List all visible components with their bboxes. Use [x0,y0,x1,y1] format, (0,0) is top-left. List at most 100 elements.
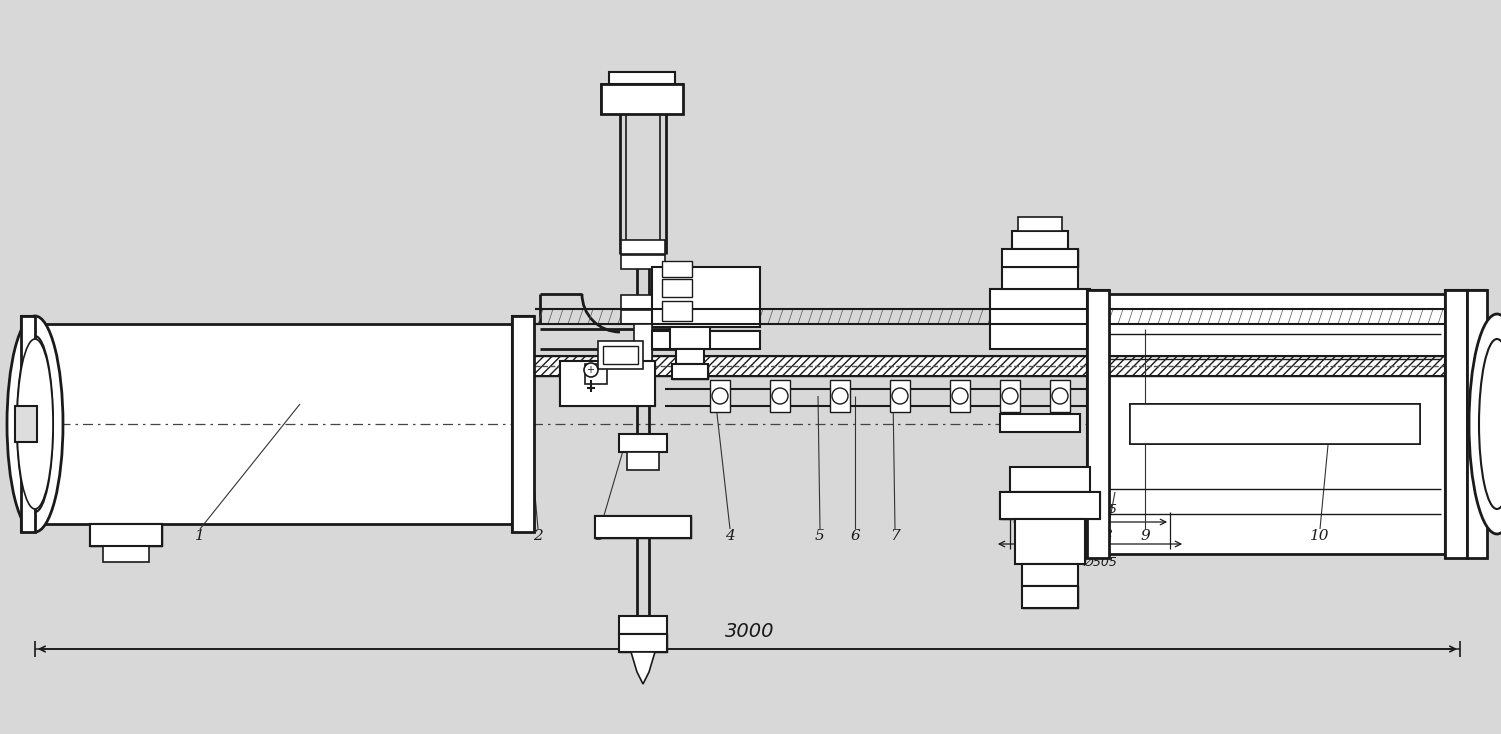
Bar [710,380,729,412]
Bar [950,380,970,412]
Bar [770,380,790,412]
Ellipse shape [1052,388,1069,404]
Bar [1466,290,1487,558]
Bar [1000,380,1021,412]
Ellipse shape [584,363,597,377]
Text: 8: 8 [1103,529,1112,543]
Bar [35,324,530,524]
Bar [21,316,35,532]
Bar [1022,564,1078,586]
Bar [603,346,638,364]
Bar [21,316,35,532]
Text: +: + [585,365,594,375]
Bar [597,341,642,369]
Bar [1445,290,1466,558]
Bar [633,324,651,404]
Bar [627,452,659,470]
Bar [669,327,710,349]
Bar [618,634,666,652]
Text: 10: 10 [1310,529,1330,543]
Bar [594,516,690,538]
Bar [618,434,666,452]
Text: 9: 9 [1141,529,1150,543]
Bar [609,72,675,84]
Text: 2: 2 [533,529,543,543]
Bar [1018,217,1063,231]
Text: 5: 5 [815,529,826,543]
Ellipse shape [17,339,53,509]
Bar [1022,586,1078,608]
Bar [890,380,910,412]
Bar [1445,290,1466,558]
Bar [104,546,149,562]
Ellipse shape [892,388,908,404]
Text: Ø505: Ø505 [1084,556,1117,569]
Bar [90,524,162,546]
Text: 7: 7 [890,529,901,543]
Ellipse shape [772,388,788,404]
Text: 4: 4 [725,529,735,543]
Bar [1003,267,1078,289]
Bar [585,364,606,384]
Bar [618,616,666,634]
Bar [1087,290,1109,558]
Bar [662,301,692,321]
Text: Ø475: Ø475 [1084,503,1117,516]
Bar [675,349,704,364]
Bar [560,361,654,406]
Bar [560,361,654,406]
Bar [1000,492,1100,519]
Bar [1105,294,1445,554]
Bar [600,84,683,114]
Bar [672,364,708,379]
Bar [1015,519,1085,564]
Bar [1000,492,1100,519]
Bar [618,634,666,652]
Bar [1003,249,1078,267]
Bar [1051,380,1070,412]
Bar [15,406,38,442]
Bar [651,331,760,349]
Bar [1010,467,1090,492]
Bar [991,289,1090,349]
Polygon shape [630,652,654,684]
Ellipse shape [8,316,63,532]
Ellipse shape [711,388,728,404]
Bar [90,524,162,546]
Bar [1130,404,1420,444]
Bar [531,356,1460,376]
Bar [651,267,760,327]
Bar [662,261,692,277]
Text: 3: 3 [594,529,605,543]
Text: 1: 1 [195,529,204,543]
Bar [1000,492,1100,519]
Bar [621,310,665,324]
Text: 6: 6 [850,529,860,543]
Bar [633,324,651,404]
Bar [1022,586,1078,608]
Bar [662,279,692,297]
Ellipse shape [1469,314,1501,534]
Bar [600,84,683,114]
Bar [651,331,760,349]
Bar [512,316,534,532]
Bar [830,380,850,412]
Bar [1087,290,1109,558]
Bar [672,364,708,379]
Bar [512,316,534,532]
Ellipse shape [17,336,53,512]
Bar [621,240,665,254]
Ellipse shape [832,388,848,404]
Bar [1000,414,1081,432]
Ellipse shape [952,388,968,404]
Bar [594,516,690,538]
Bar [1466,290,1487,558]
Bar [621,295,665,309]
Bar [90,524,162,546]
Ellipse shape [1478,339,1501,509]
Bar [594,516,690,538]
Bar [621,255,665,269]
Bar [1012,231,1069,249]
Bar [1130,404,1420,444]
Bar [1003,249,1078,267]
